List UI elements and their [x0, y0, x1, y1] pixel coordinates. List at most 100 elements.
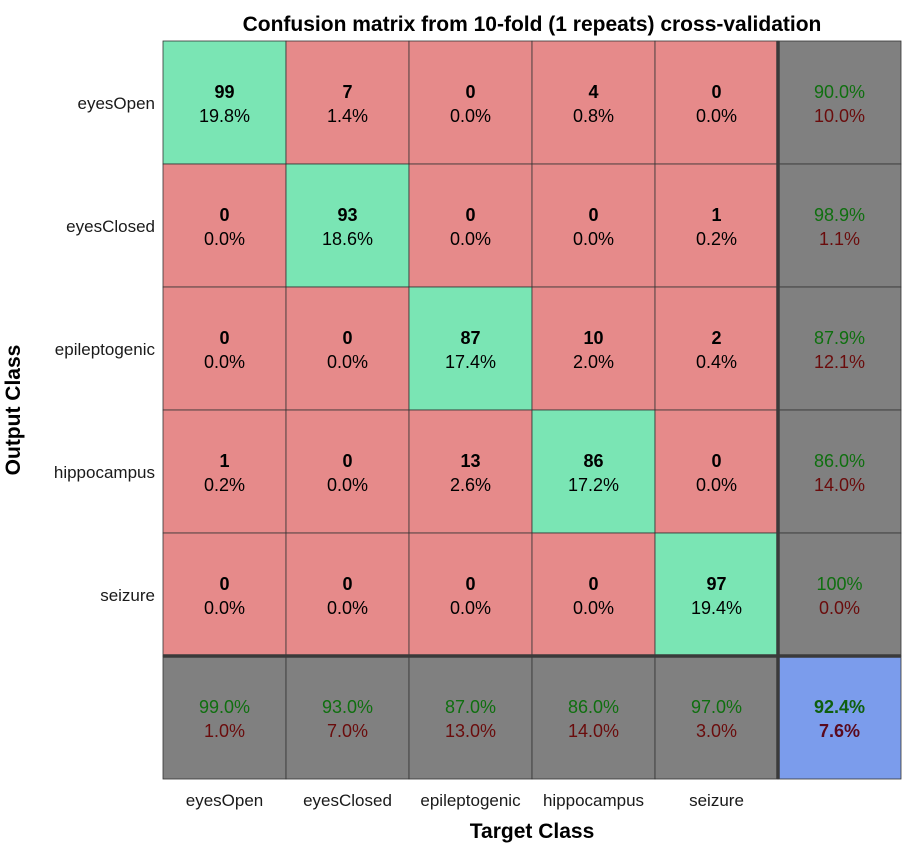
- off-diagonal-cell: [654, 40, 779, 165]
- cell-percent: 19.4%: [691, 598, 742, 618]
- x-tick-label: epileptogenic: [420, 791, 521, 810]
- row-correct-percent: 86.0%: [814, 451, 865, 471]
- x-tick-label: seizure: [689, 791, 744, 810]
- cell-count: 7: [342, 82, 352, 102]
- cell-count: 0: [465, 82, 475, 102]
- cell-percent: 0.0%: [573, 598, 614, 618]
- x-tick-label: eyesOpen: [186, 791, 264, 810]
- column-incorrect-percent: 13.0%: [445, 721, 496, 741]
- diagonal-cell: [285, 163, 410, 288]
- cell-count: 0: [342, 328, 352, 348]
- cell-count: 0: [342, 451, 352, 471]
- cell-count: 93: [337, 205, 357, 225]
- row-correct-percent: 100%: [816, 574, 862, 594]
- column-summary-cell: [531, 655, 656, 780]
- cell-count: 86: [583, 451, 603, 471]
- cell-count: 97: [706, 574, 726, 594]
- column-summary-cell: [285, 655, 410, 780]
- cell-count: 0: [219, 328, 229, 348]
- cell-count: 0: [465, 574, 475, 594]
- row-incorrect-percent: 0.0%: [819, 598, 860, 618]
- cell-percent: 19.8%: [199, 106, 250, 126]
- cell-percent: 2.0%: [573, 352, 614, 372]
- cell-count: 2: [711, 328, 721, 348]
- overall-incorrect-percent: 7.6%: [819, 721, 860, 741]
- off-diagonal-cell: [654, 163, 779, 288]
- off-diagonal-cell: [531, 40, 656, 165]
- y-tick-label: seizure: [100, 586, 155, 605]
- cell-count: 1: [711, 205, 721, 225]
- row-incorrect-percent: 14.0%: [814, 475, 865, 495]
- off-diagonal-cell: [408, 163, 533, 288]
- off-diagonal-cell: [408, 409, 533, 534]
- off-diagonal-cell: [654, 286, 779, 411]
- overall-accuracy-cell: [777, 655, 902, 780]
- column-correct-percent: 87.0%: [445, 697, 496, 717]
- column-correct-percent: 99.0%: [199, 697, 250, 717]
- cell-percent: 0.8%: [573, 106, 614, 126]
- cell-count: 4: [588, 82, 598, 102]
- off-diagonal-cell: [285, 286, 410, 411]
- column-correct-percent: 86.0%: [568, 697, 619, 717]
- off-diagonal-cell: [285, 40, 410, 165]
- off-diagonal-cell: [162, 163, 287, 288]
- cell-count: 1: [219, 451, 229, 471]
- column-incorrect-percent: 14.0%: [568, 721, 619, 741]
- off-diagonal-cell: [162, 286, 287, 411]
- off-diagonal-cell: [285, 532, 410, 657]
- row-correct-percent: 98.9%: [814, 205, 865, 225]
- cell-percent: 17.2%: [568, 475, 619, 495]
- diagonal-cell: [654, 532, 779, 657]
- cell-count: 0: [219, 205, 229, 225]
- cell-percent: 0.0%: [696, 475, 737, 495]
- row-incorrect-percent: 12.1%: [814, 352, 865, 372]
- x-tick-label: eyesClosed: [303, 791, 392, 810]
- cell-count: 0: [342, 574, 352, 594]
- cell-percent: 0.0%: [204, 598, 245, 618]
- y-tick-label: eyesClosed: [66, 217, 155, 236]
- cell-percent: 1.4%: [327, 106, 368, 126]
- y-tick-label: eyesOpen: [78, 94, 156, 113]
- off-diagonal-cell: [531, 286, 656, 411]
- cell-percent: 0.0%: [204, 229, 245, 249]
- cell-count: 99: [214, 82, 234, 102]
- row-summary-cell: [777, 163, 902, 288]
- row-correct-percent: 90.0%: [814, 82, 865, 102]
- column-incorrect-percent: 3.0%: [696, 721, 737, 741]
- row-summary-cell: [777, 532, 902, 657]
- chart-title: Confusion matrix from 10-fold (1 repeats…: [243, 13, 822, 36]
- column-incorrect-percent: 7.0%: [327, 721, 368, 741]
- cell-percent: 0.2%: [696, 229, 737, 249]
- y-tick-label: hippocampus: [54, 463, 155, 482]
- row-summary-cell: [777, 286, 902, 411]
- matrix-cells: 99 19.8% 7 1.4% 0 0.0% 4 0.8% 0 0.0% 0 0.0% 93 18.6% 0…: [162, 40, 902, 780]
- column-summary-cell: [408, 655, 533, 780]
- diagonal-cell: [162, 40, 287, 165]
- cell-percent: 0.0%: [450, 229, 491, 249]
- column-incorrect-percent: 1.0%: [204, 721, 245, 741]
- off-diagonal-cell: [531, 163, 656, 288]
- cell-count: 0: [465, 205, 475, 225]
- cell-count: 87: [460, 328, 480, 348]
- cell-count: 0: [588, 205, 598, 225]
- cell-percent: 0.0%: [696, 106, 737, 126]
- cell-count: 0: [588, 574, 598, 594]
- cell-percent: 17.4%: [445, 352, 496, 372]
- y-tick-label: epileptogenic: [55, 340, 156, 359]
- off-diagonal-cell: [162, 532, 287, 657]
- cell-percent: 0.0%: [327, 475, 368, 495]
- cell-percent: 0.0%: [450, 598, 491, 618]
- cell-percent: 0.4%: [696, 352, 737, 372]
- cell-percent: 2.6%: [450, 475, 491, 495]
- cell-count: 13: [460, 451, 480, 471]
- cell-count: 10: [583, 328, 603, 348]
- cell-percent: 18.6%: [322, 229, 373, 249]
- off-diagonal-cell: [654, 409, 779, 534]
- cell-count: 0: [711, 82, 721, 102]
- diagonal-cell: [531, 409, 656, 534]
- off-diagonal-cell: [531, 532, 656, 657]
- row-incorrect-percent: 10.0%: [814, 106, 865, 126]
- cell-percent: 0.0%: [573, 229, 614, 249]
- cell-percent: 0.0%: [450, 106, 491, 126]
